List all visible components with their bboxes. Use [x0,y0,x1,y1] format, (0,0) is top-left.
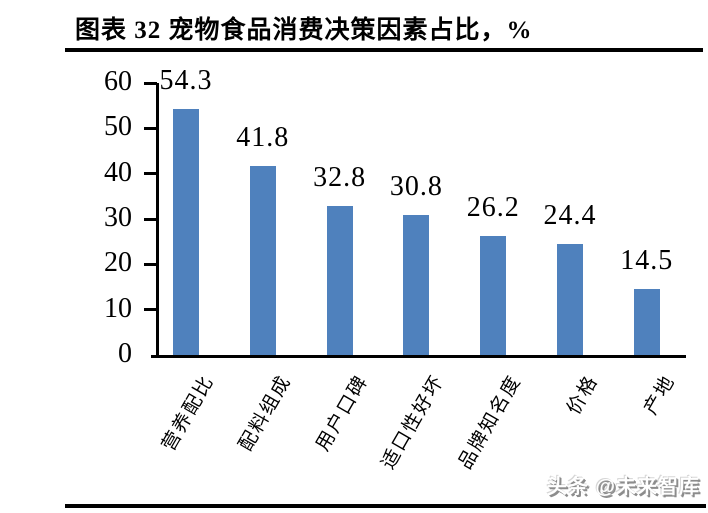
bar-value-label: 32.8 [313,162,367,194]
y-tick [144,126,157,130]
bar-value-label: 30.8 [389,171,443,203]
bar [633,289,660,355]
chart-title: 图表 32 宠物食品消费决策因素占比，% [75,17,533,44]
bar-value-label: 14.5 [620,245,674,277]
x-category-label: 用户口碑 [311,371,373,455]
x-axis-line [151,355,686,358]
bar [326,206,353,355]
y-axis-line [156,83,159,357]
y-tick-label: 10 [104,292,132,324]
title-divider [65,48,703,52]
x-category-label: 适口性好坏 [378,371,449,473]
y-tick-label: 30 [104,202,132,233]
y-tick [144,262,157,266]
y-tick [144,217,157,221]
bar-value-label: 41.8 [236,121,290,153]
y-tick-label: 0 [118,338,132,369]
bar [173,108,199,355]
bar-value-label: 24.4 [543,200,597,232]
x-category-label: 营养配比 [158,371,219,455]
y-tick [144,308,157,312]
bar [403,215,430,355]
bottom-divider [65,504,706,508]
y-tick-label: 40 [104,156,132,188]
watermark: 头条 @未来智库 [546,476,700,498]
bar [480,236,507,355]
bar-value-label: 26.2 [466,192,520,224]
y-tick-label: 50 [104,111,132,143]
x-category-label: 品牌知名度 [455,371,526,473]
y-tick-label: 20 [104,247,132,279]
y-tick-label: 60 [104,66,132,97]
x-category-label: 配料组成 [235,371,296,455]
y-tick [144,172,157,176]
bar-value-label: 54.3 [159,64,213,96]
x-category-label: 产地 [640,371,680,419]
bar [557,244,583,355]
bar [249,165,276,355]
x-category-label: 价格 [563,371,603,419]
y-tick [144,81,157,85]
